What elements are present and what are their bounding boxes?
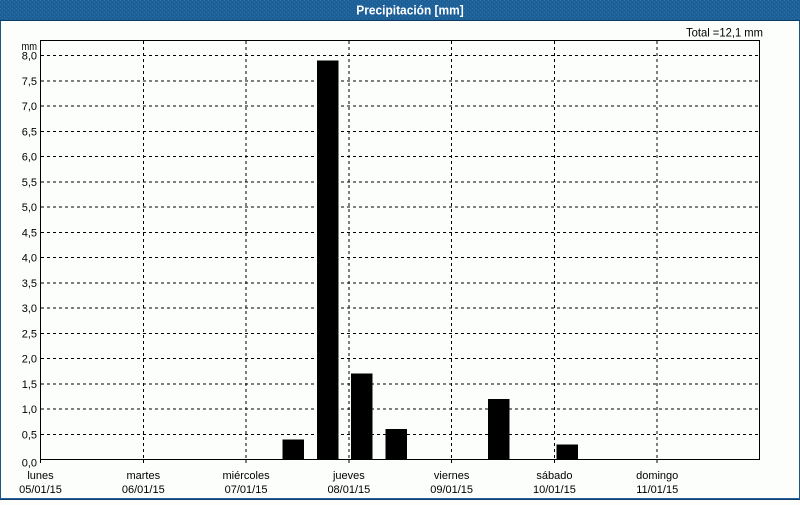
svg-text:martes: martes [126, 470, 160, 482]
svg-text:2,0: 2,0 [22, 354, 37, 366]
svg-text:3,5: 3,5 [22, 278, 37, 290]
svg-text:6,0: 6,0 [22, 152, 37, 164]
svg-text:jueves: jueves [332, 470, 365, 482]
svg-text:05/01/15: 05/01/15 [19, 484, 62, 496]
svg-text:10/01/15: 10/01/15 [533, 484, 576, 496]
svg-text:7,0: 7,0 [22, 101, 37, 113]
svg-text:0,5: 0,5 [22, 429, 37, 441]
svg-text:08/01/15: 08/01/15 [327, 484, 370, 496]
svg-text:0,0: 0,0 [22, 458, 37, 470]
svg-text:viernes: viernes [434, 470, 470, 482]
svg-text:mm: mm [22, 41, 38, 53]
svg-text:11/01/15: 11/01/15 [636, 484, 678, 496]
svg-text:09/01/15: 09/01/15 [430, 484, 473, 496]
svg-text:7,5: 7,5 [22, 76, 37, 88]
svg-text:5,0: 5,0 [22, 202, 37, 214]
svg-text:sábado: sábado [536, 470, 572, 482]
svg-text:2,5: 2,5 [22, 328, 37, 340]
svg-text:1,5: 1,5 [22, 379, 37, 391]
svg-text:07/01/15: 07/01/15 [225, 484, 268, 496]
svg-text:4,0: 4,0 [22, 253, 37, 265]
svg-text:domingo: domingo [636, 470, 678, 482]
svg-text:6,5: 6,5 [22, 126, 37, 138]
svg-text:miércoles: miércoles [223, 470, 271, 482]
svg-text:8,0: 8,0 [22, 51, 37, 63]
svg-text:4,5: 4,5 [22, 227, 37, 239]
svg-text:Precipitación [mm]: Precipitación [mm] [356, 3, 464, 18]
svg-text:lunes: lunes [27, 470, 54, 482]
svg-text:1,0: 1,0 [22, 404, 37, 416]
svg-text:06/01/15: 06/01/15 [122, 484, 165, 496]
svg-text:3,0: 3,0 [22, 303, 37, 315]
svg-text:5,5: 5,5 [22, 177, 37, 189]
svg-text:Total =12,1 mm: Total =12,1 mm [686, 26, 763, 40]
